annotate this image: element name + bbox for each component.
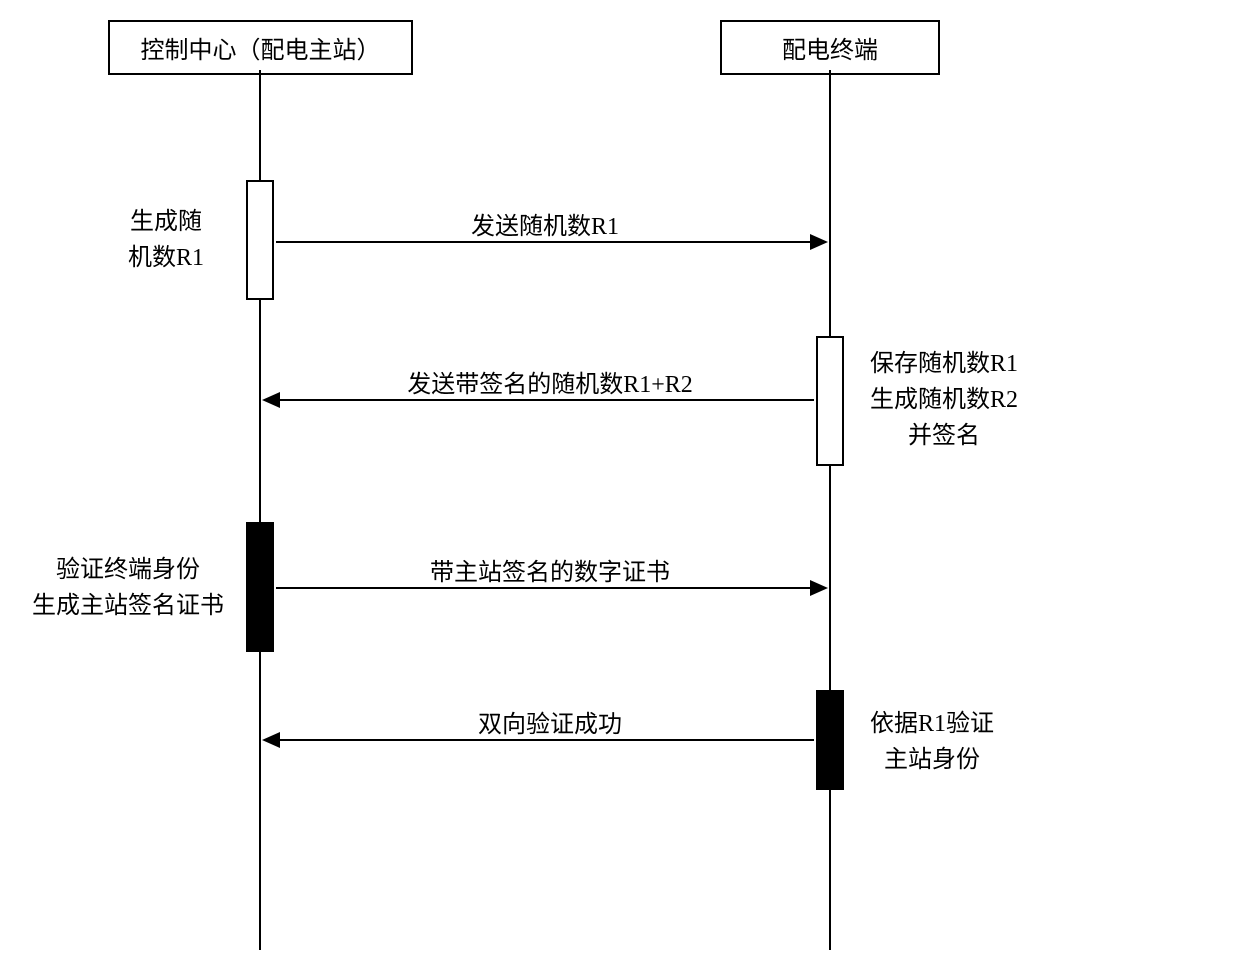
participant-left: 控制中心（配电主站） — [108, 20, 413, 75]
note-2: 保存随机数R1 生成随机数R2 并签名 — [870, 346, 1018, 454]
message-1-line — [276, 241, 816, 243]
lifeline-right — [829, 70, 831, 950]
message-4-arrowhead — [262, 732, 280, 748]
message-2-arrowhead — [262, 392, 280, 408]
note-1-line2: 机数R1 — [128, 240, 204, 276]
note-1: 生成随 机数R1 — [128, 204, 204, 276]
message-4-label: 双向验证成功 — [440, 704, 660, 739]
participant-right-label: 配电终端 — [782, 38, 878, 64]
note-1-line1: 生成随 — [128, 204, 204, 240]
note-3-line1: 验证终端身份 — [32, 552, 224, 588]
activation-right-1 — [816, 336, 844, 466]
participant-right: 配电终端 — [720, 20, 940, 75]
note-2-line2: 生成随机数R2 — [870, 382, 1018, 418]
activation-left-1 — [246, 180, 274, 300]
message-3-line — [276, 587, 816, 589]
note-3-line2: 生成主站签名证书 — [32, 588, 224, 624]
message-2-line — [279, 399, 814, 401]
participant-left-label: 控制中心（配电主站） — [141, 38, 381, 64]
activation-right-2 — [816, 690, 844, 790]
message-3-label: 带主站签名的数字证书 — [400, 552, 700, 587]
note-4-line2: 主站身份 — [870, 742, 994, 778]
message-3-arrowhead — [810, 580, 828, 596]
note-2-line3: 并签名 — [870, 418, 1018, 454]
note-4-line1: 依据R1验证 — [870, 706, 994, 742]
message-2-label: 发送带签名的随机数R1+R2 — [380, 364, 720, 399]
note-4: 依据R1验证 主站身份 — [870, 706, 994, 778]
message-1-label: 发送随机数R1 — [420, 206, 670, 241]
message-4-line — [279, 739, 814, 741]
note-3: 验证终端身份 生成主站签名证书 — [32, 552, 224, 624]
note-2-line1: 保存随机数R1 — [870, 346, 1018, 382]
message-1-arrowhead — [810, 234, 828, 250]
activation-left-2 — [246, 522, 274, 652]
